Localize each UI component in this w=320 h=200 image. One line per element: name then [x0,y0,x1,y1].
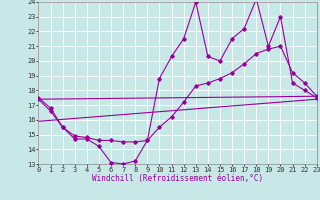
X-axis label: Windchill (Refroidissement éolien,°C): Windchill (Refroidissement éolien,°C) [92,174,263,183]
